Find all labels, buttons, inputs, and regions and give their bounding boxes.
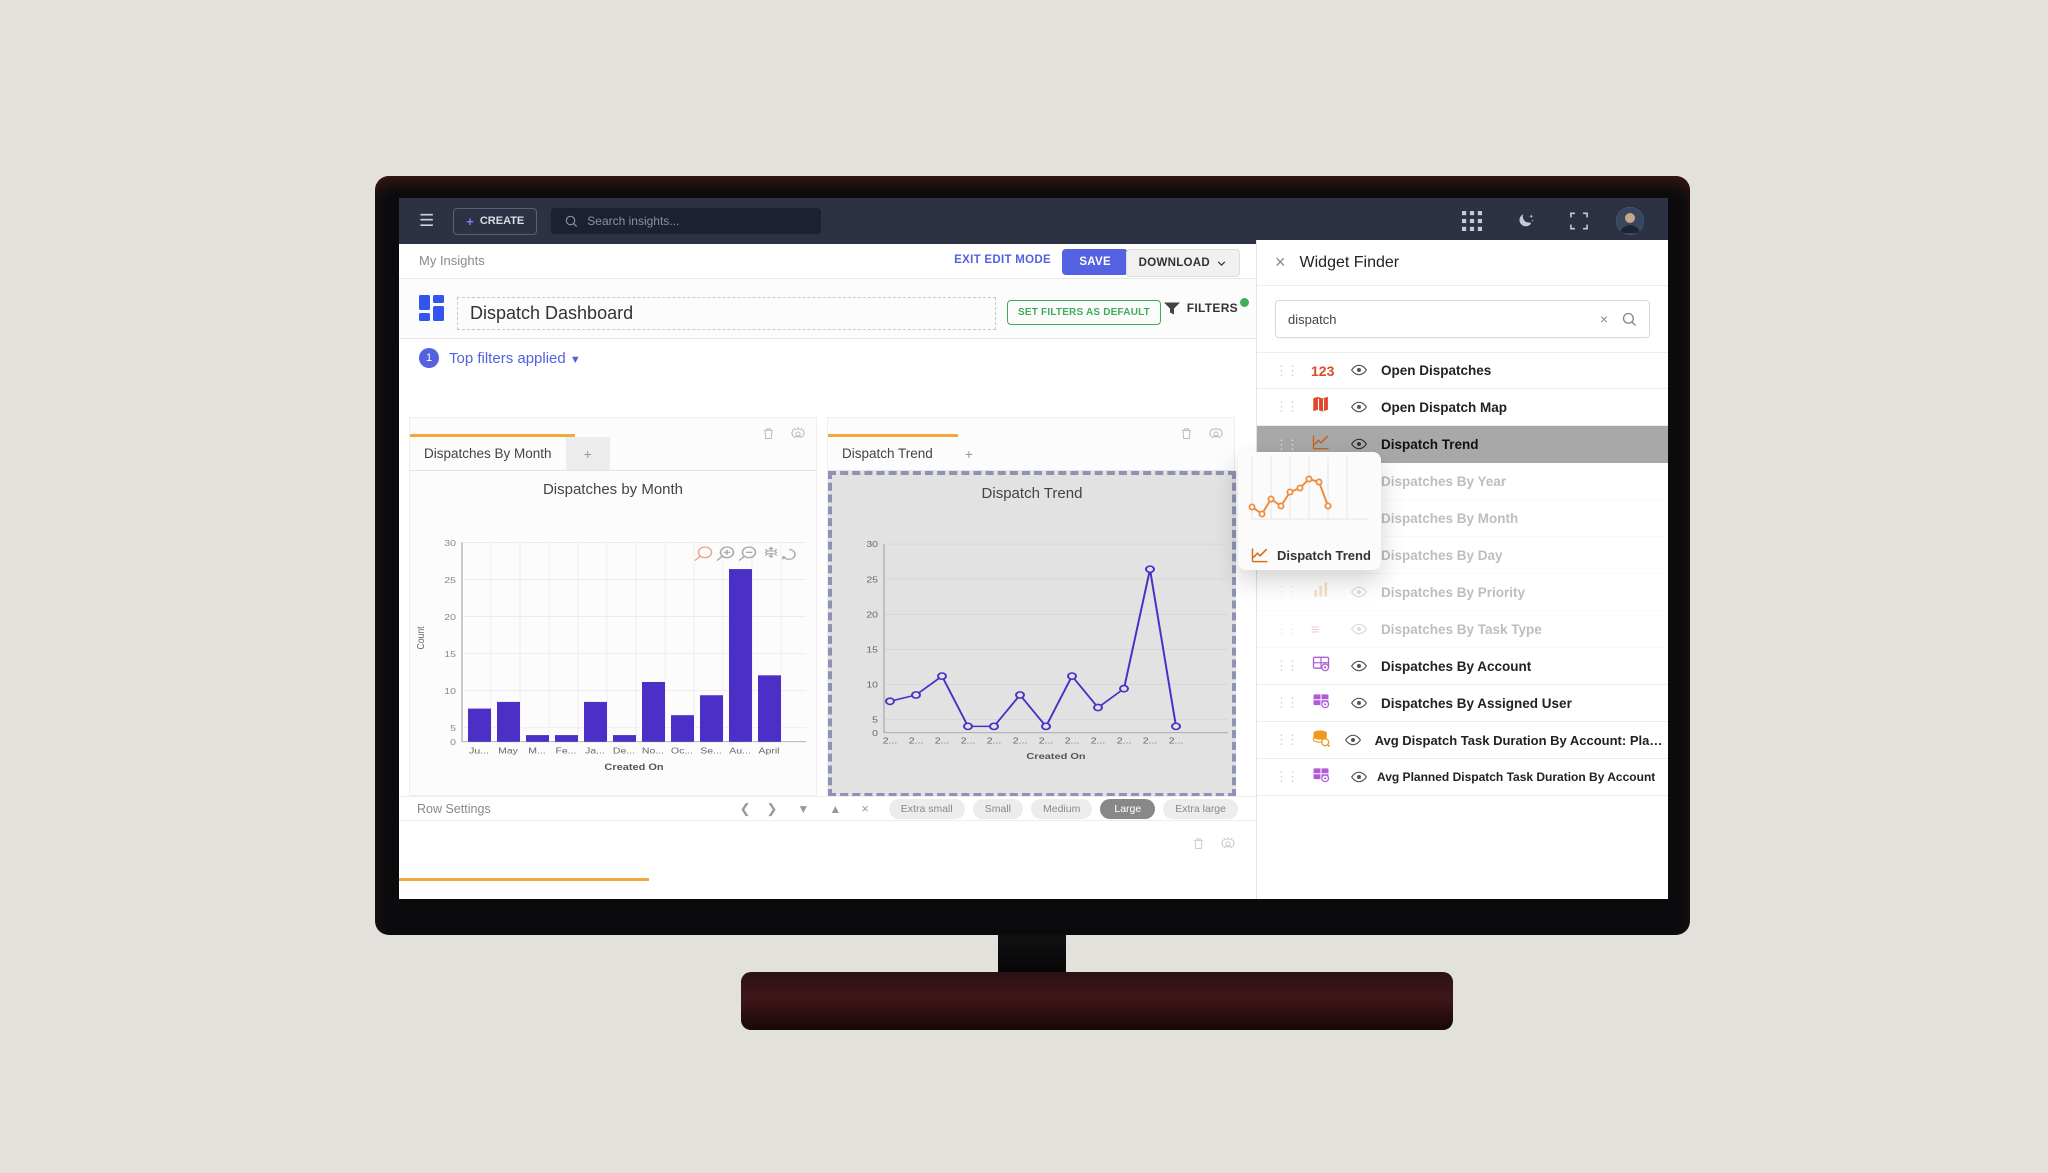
svg-text:Fe...: Fe...	[556, 746, 577, 756]
svg-text:2...: 2...	[1065, 736, 1080, 746]
svg-text:15: 15	[444, 650, 456, 660]
svg-text:2...: 2...	[1169, 736, 1184, 746]
svg-text:May: May	[498, 746, 518, 756]
svg-text:25: 25	[444, 576, 456, 586]
svg-text:2...: 2...	[883, 736, 898, 746]
svg-text:Created On: Created On	[604, 763, 663, 773]
svg-text:Created On: Created On	[1026, 752, 1085, 762]
svg-text:Count: Count	[415, 626, 427, 649]
svg-text:10: 10	[444, 687, 456, 697]
svg-text:April: April	[759, 746, 780, 756]
svg-text:Au...: Au...	[729, 746, 751, 756]
svg-text:20: 20	[444, 613, 456, 623]
svg-text:Oc...: Oc...	[671, 746, 693, 756]
svg-text:30: 30	[444, 539, 456, 549]
svg-text:20: 20	[866, 610, 878, 620]
svg-text:Ja...: Ja...	[585, 746, 605, 756]
svg-text:0: 0	[450, 738, 456, 748]
svg-text:Se...: Se...	[700, 746, 722, 756]
svg-text:2...: 2...	[909, 736, 924, 746]
svg-text:0: 0	[872, 728, 878, 738]
svg-text:No...: No...	[642, 746, 664, 756]
svg-text:2...: 2...	[961, 736, 976, 746]
svg-text:2...: 2...	[987, 736, 1002, 746]
svg-text:M...: M...	[528, 746, 545, 756]
svg-text:5: 5	[872, 715, 878, 725]
svg-text:15: 15	[866, 645, 878, 655]
svg-text:De...: De...	[613, 746, 635, 756]
svg-text:Ju...: Ju...	[469, 746, 489, 756]
svg-text:2...: 2...	[1013, 736, 1028, 746]
svg-text:2...: 2...	[1091, 736, 1106, 746]
svg-text:2...: 2...	[1117, 736, 1132, 746]
svg-text:2...: 2...	[1143, 736, 1158, 746]
svg-text:25: 25	[866, 574, 878, 584]
svg-text:5: 5	[450, 724, 456, 734]
svg-text:2...: 2...	[935, 736, 950, 746]
svg-text:10: 10	[866, 680, 878, 690]
svg-text:2...: 2...	[1039, 736, 1054, 746]
svg-text:30: 30	[866, 539, 878, 549]
